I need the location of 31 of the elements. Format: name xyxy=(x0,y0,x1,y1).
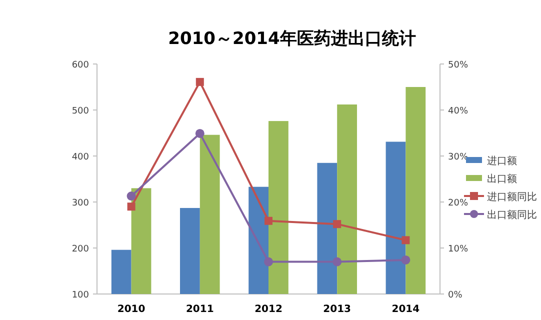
x-tick-label: 2010 xyxy=(117,304,146,315)
legend-label: 进口额同比 xyxy=(487,191,537,203)
y2-tick-label: 20% xyxy=(448,198,468,208)
y2-tick-label: 0% xyxy=(448,290,463,300)
y-tick-label: 500 xyxy=(72,106,90,116)
legend-label: 进口额 xyxy=(487,155,517,167)
legend-label: 出口额同比 xyxy=(487,209,537,221)
x-tick-label: 2014 xyxy=(392,304,420,315)
point xyxy=(127,202,136,211)
legend-label: 出口额 xyxy=(487,173,517,185)
y2-tick-label: 50% xyxy=(448,60,468,70)
y2-tick-label: 10% xyxy=(448,244,468,254)
point xyxy=(196,78,204,86)
chart-title: 2010～2014年医药进出口统计 xyxy=(168,29,416,49)
y-tick-label: 400 xyxy=(72,152,90,162)
point xyxy=(401,255,410,264)
x-tick-label: 2012 xyxy=(254,304,282,315)
point xyxy=(195,128,204,138)
point xyxy=(402,236,410,244)
point xyxy=(264,257,273,266)
point xyxy=(126,192,136,201)
point xyxy=(264,216,272,225)
x-tick-label: 2013 xyxy=(323,304,352,315)
y-tick-label: 100 xyxy=(72,290,90,300)
point xyxy=(333,220,342,228)
y-tick-label: 300 xyxy=(72,198,90,208)
point xyxy=(332,257,342,266)
y-tick-label: 600 xyxy=(72,60,90,70)
y-tick-label: 200 xyxy=(72,244,90,254)
x-tick-label: 2011 xyxy=(186,304,214,315)
y2-tick-label: 40% xyxy=(448,106,468,116)
